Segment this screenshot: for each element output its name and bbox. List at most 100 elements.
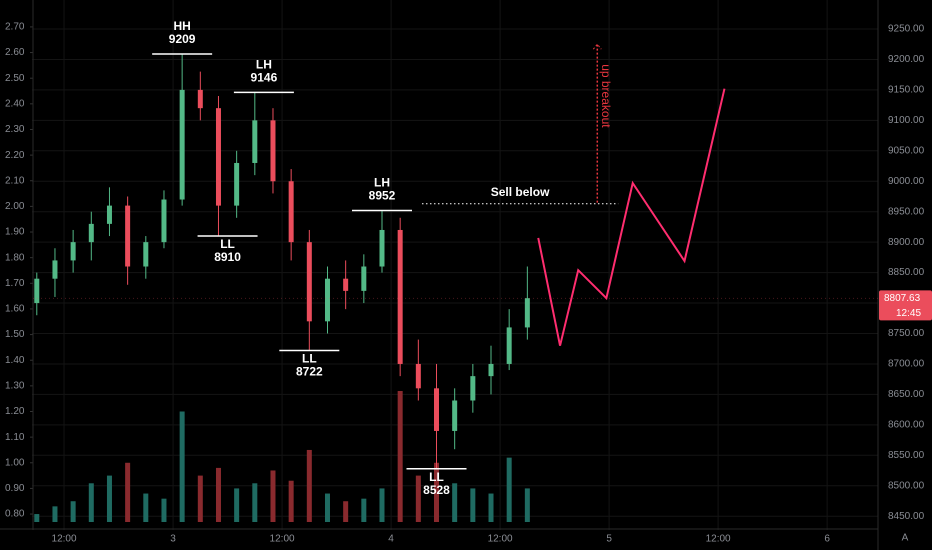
y-tick-label: 8900.00: [888, 237, 925, 248]
y-tick-label: 9050.00: [888, 145, 925, 156]
candle-body: [252, 120, 258, 163]
volume-bar: [470, 488, 476, 522]
volume-bar: [415, 475, 421, 522]
breakout-arrowhead: [592, 43, 602, 50]
candle-body: [34, 278, 40, 304]
candle-body: [215, 108, 221, 206]
price-tag: [879, 290, 932, 321]
candle-body: [125, 205, 131, 267]
candle-body: [324, 278, 330, 322]
level-label: HH: [173, 19, 190, 33]
y2-tick-label: 1.20: [5, 406, 25, 417]
candle-body: [143, 242, 149, 267]
candle-body: [52, 260, 58, 279]
y2-tick-label: 2.60: [5, 47, 25, 58]
candle-body: [524, 298, 530, 328]
y-tick-label: 8450.00: [888, 511, 925, 522]
y-tick-label: 9150.00: [888, 85, 925, 96]
x-tick-label: 12:00: [52, 534, 77, 545]
volume-bar: [106, 475, 112, 522]
y-tick-label: 9250.00: [888, 24, 925, 35]
y-tick-label: 9100.00: [888, 115, 925, 126]
candle-body: [70, 242, 76, 261]
level-price: 8910: [214, 250, 241, 264]
y2-tick-label: 2.10: [5, 175, 25, 186]
volume-bar: [52, 506, 58, 522]
volume-bar: [34, 514, 40, 522]
y2-tick-label: 2.30: [5, 124, 25, 135]
candle-body: [452, 400, 458, 431]
candle-body: [379, 229, 385, 267]
last-price: 8807.63: [884, 293, 921, 304]
y-tick-label: 8600.00: [888, 420, 925, 431]
volume-bar: [488, 493, 494, 522]
volume-bar: [306, 449, 312, 522]
volume-bar: [252, 483, 258, 522]
candle-body: [434, 388, 440, 431]
projection-line: [537, 88, 726, 346]
x-tick-label: 5: [606, 534, 612, 545]
candle-body: [179, 89, 185, 200]
sell-label: Sell below: [491, 185, 550, 199]
volume-bar: [379, 488, 385, 522]
volume-bar: [288, 480, 294, 522]
candle-body: [270, 120, 276, 182]
y2-tick-label: 2.70: [5, 22, 25, 33]
y-tick-label: 9200.00: [888, 54, 925, 65]
volume-bar: [125, 462, 131, 522]
y2-tick-label: 2.20: [5, 150, 25, 161]
y2-tick-label: 1.80: [5, 252, 25, 263]
y2-tick-label: 1.30: [5, 381, 25, 392]
volume-bar: [197, 475, 203, 522]
x-tick-label: 6: [824, 534, 830, 545]
level-label: LL: [429, 470, 444, 484]
y2-tick-label: 2.50: [5, 73, 25, 84]
breakout-label: up breakout: [599, 64, 613, 128]
candle-body: [415, 363, 421, 389]
level-label: LL: [220, 237, 235, 251]
candle-body: [361, 266, 367, 291]
y2-tick-label: 1.60: [5, 304, 25, 315]
y-tick-label: 8700.00: [888, 359, 925, 370]
level-price: 8528: [423, 483, 450, 497]
y-tick-label: 8950.00: [888, 206, 925, 217]
x-tick-label: 12:00: [270, 534, 295, 545]
candle-body: [197, 89, 203, 109]
volume-bar: [88, 483, 94, 522]
y2-tick-label: 1.50: [5, 329, 25, 340]
candle-body: [234, 162, 240, 206]
candle-body: [343, 278, 349, 291]
volume-bar: [452, 483, 458, 522]
x-tick-label: 12:00: [488, 534, 513, 545]
volume-bar: [234, 488, 240, 522]
volume-bar: [270, 470, 276, 522]
y2-tick-label: 1.90: [5, 227, 25, 238]
candle-body: [488, 363, 494, 377]
y-tick-label: 8550.00: [888, 450, 925, 461]
candle-body: [470, 376, 476, 401]
y2-tick-label: 2.00: [5, 201, 25, 212]
volume-bar: [161, 498, 167, 522]
scale-button: A: [902, 533, 909, 544]
level-price: 9146: [251, 71, 278, 85]
volume-bar: [361, 498, 367, 522]
candle-body: [306, 242, 312, 322]
candle-body: [161, 199, 167, 243]
level-label: LH: [374, 176, 390, 190]
volume-bar: [343, 501, 349, 522]
x-tick-label: 4: [388, 534, 394, 545]
y2-tick-label: 1.10: [5, 432, 25, 443]
candle-body: [288, 181, 294, 243]
candle-body: [106, 205, 112, 224]
candle-body: [506, 327, 512, 364]
y2-tick-label: 1.00: [5, 457, 25, 468]
y2-tick-label: 1.40: [5, 355, 25, 366]
y2-tick-label: 2.40: [5, 98, 25, 109]
y2-tick-label: 1.70: [5, 278, 25, 289]
volume-bar: [324, 493, 330, 522]
candle-body: [397, 229, 403, 364]
y-tick-label: 8750.00: [888, 328, 925, 339]
y-tick-label: 8500.00: [888, 480, 925, 491]
candle-body: [88, 223, 94, 243]
